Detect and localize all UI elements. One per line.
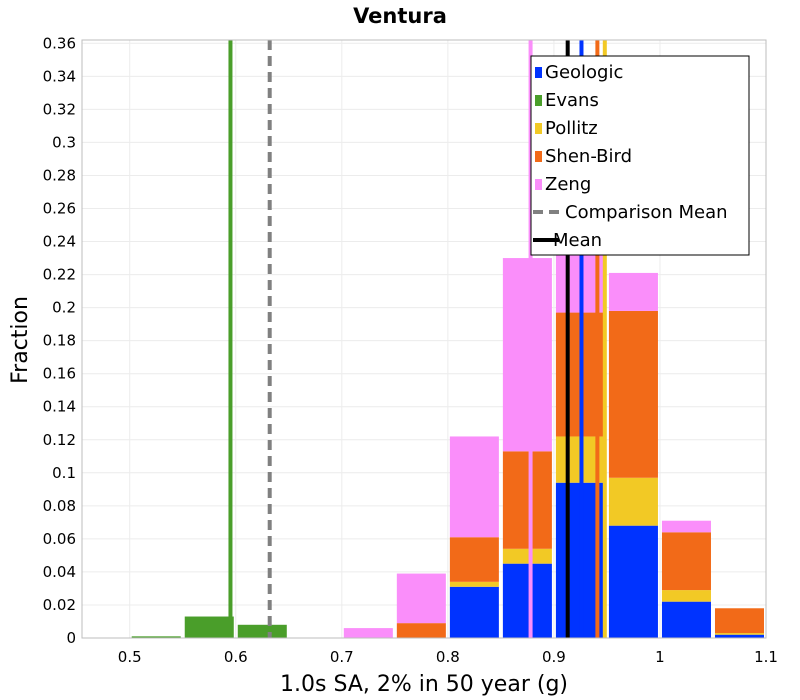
bar-geologic bbox=[608, 525, 658, 638]
y-tick-label: 0.12 bbox=[43, 431, 76, 449]
x-tick-label: 0.9 bbox=[542, 648, 566, 666]
legend-swatch bbox=[535, 151, 542, 162]
bar-pollitz bbox=[449, 581, 499, 587]
x-tick-label: 0.8 bbox=[436, 648, 460, 666]
bar-zeng bbox=[343, 628, 393, 638]
y-tick-label: 0.18 bbox=[43, 332, 76, 350]
bar-evans bbox=[237, 624, 287, 638]
plot-frame bbox=[81, 39, 767, 639]
bar-zeng bbox=[396, 573, 446, 624]
legend-label: Geologic bbox=[545, 62, 623, 83]
legend-label: Mean bbox=[553, 230, 602, 251]
legend-swatch bbox=[535, 123, 542, 134]
y-tick-label: 0.08 bbox=[43, 497, 76, 515]
legend-label: Comparison Mean bbox=[565, 202, 728, 223]
y-axis-ticks: 0 0.02 0.04 0.06 0.08 0.1 0.12 0.14 0.16 0.18 0.2 0… bbox=[43, 34, 76, 647]
bar-geologic bbox=[502, 563, 552, 638]
bar-pollitz bbox=[502, 548, 552, 564]
legend-label: Shen-Bird bbox=[545, 146, 632, 167]
x-tick-label: 0.6 bbox=[224, 648, 248, 666]
bar-evans bbox=[184, 616, 234, 638]
bar-shen-bird bbox=[502, 451, 552, 549]
y-tick-label: 0.04 bbox=[43, 563, 76, 581]
y-tick-label: 0.26 bbox=[43, 199, 76, 217]
bar-zeng bbox=[449, 436, 499, 538]
bar-pollitz bbox=[608, 477, 658, 526]
y-tick-label: 0 bbox=[66, 629, 76, 647]
x-tick-label: 1.1 bbox=[754, 648, 778, 666]
bar-shen-bird bbox=[396, 623, 446, 638]
bar-pollitz bbox=[661, 590, 711, 602]
y-tick-label: 0.3 bbox=[52, 133, 76, 151]
legend-label: Pollitz bbox=[545, 118, 598, 139]
bar-geologic bbox=[714, 634, 764, 638]
legend-swatch bbox=[535, 95, 542, 106]
legend-label: Evans bbox=[545, 90, 599, 111]
legend-label: Zeng bbox=[545, 174, 591, 195]
y-tick-label: 0.02 bbox=[43, 596, 76, 614]
bar-zeng bbox=[502, 258, 552, 452]
bar-geologic bbox=[661, 601, 711, 638]
y-axis-title: Fraction bbox=[8, 296, 33, 384]
y-tick-label: 0.36 bbox=[43, 34, 76, 52]
bar-geologic bbox=[449, 586, 499, 638]
y-tick-label: 0.32 bbox=[43, 100, 76, 118]
legend-swatch bbox=[535, 67, 542, 78]
y-tick-label: 0.06 bbox=[43, 530, 76, 548]
y-tick-label: 0.14 bbox=[43, 398, 76, 416]
bar-shen-bird bbox=[661, 532, 711, 591]
bar-shen-bird bbox=[608, 310, 658, 478]
legend-swatch bbox=[535, 179, 542, 190]
x-tick-label: 0.7 bbox=[330, 648, 354, 666]
x-axis-ticks: 0.5 0.6 0.7 0.8 0.9 1 1.1 bbox=[118, 648, 778, 666]
legend: Geologic Evans Pollitz Shen-Bird Zeng Compari… bbox=[530, 55, 750, 256]
chart-title: Ventura bbox=[353, 4, 447, 28]
y-tick-label: 0.24 bbox=[43, 233, 76, 251]
legend-box bbox=[530, 55, 750, 256]
bar-shen-bird bbox=[449, 537, 499, 582]
bar-shen-bird bbox=[714, 608, 764, 634]
y-tick-label: 0.34 bbox=[43, 67, 76, 85]
y-tick-label: 0.2 bbox=[52, 299, 76, 317]
x-tick-label: 0.5 bbox=[118, 648, 142, 666]
y-tick-label: 0.16 bbox=[43, 365, 76, 383]
x-axis-title: 1.0s SA, 2% in 50 year (g) bbox=[280, 672, 568, 697]
bar-zeng bbox=[661, 520, 711, 533]
y-tick-label: 0.22 bbox=[43, 266, 76, 284]
bar-evans bbox=[131, 636, 181, 638]
y-tick-label: 0.28 bbox=[43, 166, 76, 184]
bar-pollitz bbox=[714, 633, 764, 635]
bar-zeng bbox=[608, 272, 658, 311]
y-tick-label: 0.1 bbox=[52, 464, 76, 482]
x-tick-label: 1 bbox=[655, 648, 665, 666]
